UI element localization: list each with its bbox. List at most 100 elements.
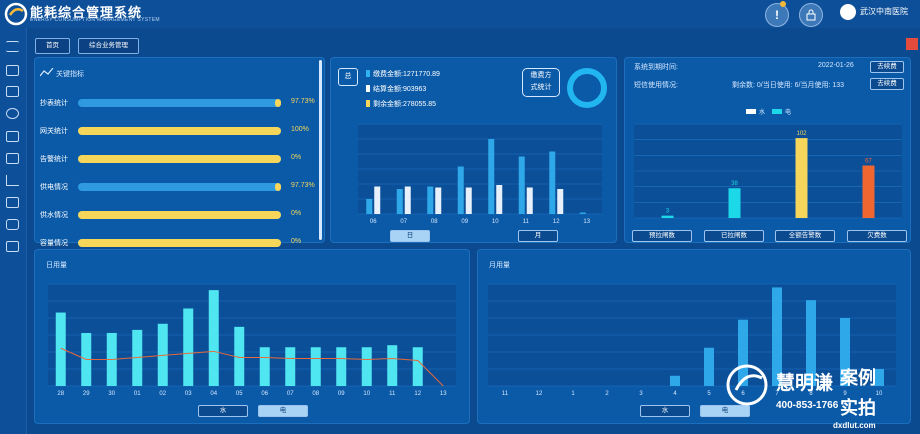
daily-bar bbox=[132, 329, 143, 386]
x-tick-label: 30 bbox=[108, 391, 115, 397]
watermark-site: dxdlut.com bbox=[833, 421, 876, 430]
kpi-label: 容量情况 bbox=[40, 240, 68, 247]
x-tick-label: 07 bbox=[400, 219, 407, 225]
kpi-progress-fill bbox=[78, 239, 281, 247]
x-tick-label: 09 bbox=[461, 219, 468, 225]
x-tick-label: 8 bbox=[809, 391, 813, 397]
x-tick-label: 13 bbox=[440, 391, 447, 397]
kpi-progress-bar bbox=[78, 239, 281, 247]
full-alarm-button[interactable]: 全额告警数 bbox=[775, 230, 835, 242]
x-tick-label: 11 bbox=[502, 391, 509, 397]
legend-water-label: 水 bbox=[759, 108, 765, 116]
bar-paid bbox=[549, 151, 556, 214]
kpi-progress-bar bbox=[78, 127, 281, 135]
kpi-value: 0% bbox=[291, 154, 302, 161]
x-tick-label: 13 bbox=[583, 219, 590, 225]
paid-amount: 缴费金额:1271770.89 bbox=[366, 69, 440, 79]
tab-month[interactable]: 月 bbox=[518, 230, 558, 242]
payment-method-label[interactable]: 缴费方 式统计 bbox=[522, 68, 560, 97]
close-icon[interactable] bbox=[906, 38, 918, 50]
watermark-tag-1: 案例 bbox=[840, 368, 876, 388]
alert-icon[interactable]: ! bbox=[765, 3, 789, 27]
sms-bar-chart: 水 电 3 38 102 67 bbox=[634, 108, 902, 219]
lock-icon[interactable] bbox=[799, 3, 823, 27]
kpi-value: 97.73% bbox=[291, 98, 315, 105]
avatar[interactable] bbox=[840, 4, 856, 20]
yen-icon[interactable] bbox=[6, 108, 19, 119]
kpi-value: 0% bbox=[291, 238, 302, 245]
bar-2 bbox=[795, 138, 808, 218]
monitor-icon[interactable] bbox=[6, 131, 19, 142]
payment-donut bbox=[567, 68, 607, 108]
x-tick-label: 7 bbox=[775, 391, 779, 397]
grid-icon[interactable] bbox=[6, 219, 19, 230]
kpi-scrollbar[interactable] bbox=[319, 60, 322, 240]
watermark-tag-2: 实拍 bbox=[840, 398, 876, 418]
app-title: 能耗综合管理系统 bbox=[30, 5, 143, 20]
user-name[interactable]: 武汉中南医院 bbox=[860, 7, 908, 16]
tripped-button[interactable]: 已拉闸数 bbox=[704, 230, 764, 242]
data-label: 67 bbox=[865, 159, 872, 165]
image-icon[interactable] bbox=[6, 241, 19, 252]
daily-bar bbox=[336, 347, 347, 386]
trend-line bbox=[60, 347, 444, 387]
x-tick-label: 29 bbox=[83, 391, 90, 397]
monthly-bar bbox=[772, 287, 782, 386]
monthly-electric-toggle[interactable]: 电 bbox=[700, 405, 750, 417]
x-tick-label: 06 bbox=[370, 219, 377, 225]
bar-settled bbox=[374, 186, 381, 214]
kpi-progress-bar bbox=[78, 211, 281, 219]
daily-electric-toggle[interactable]: 电 bbox=[258, 405, 308, 417]
kpi-value: 97.73% bbox=[291, 182, 315, 189]
expire-date: 2022-01-26 bbox=[818, 62, 854, 69]
renew-button-1[interactable]: 去续费 bbox=[870, 61, 904, 73]
breadcrumb-business[interactable]: 综合业务管理 bbox=[78, 38, 139, 54]
pre-trip-button[interactable]: 预拉闸数 bbox=[632, 230, 692, 242]
kpi-progress-fill bbox=[78, 127, 281, 135]
x-tick-label: 12 bbox=[414, 391, 421, 397]
remain-amount: 剩余金额:278055.85 bbox=[366, 99, 436, 109]
box-icon[interactable] bbox=[6, 86, 19, 97]
kpi-progress-bar bbox=[78, 99, 281, 107]
x-tick-label: 28 bbox=[57, 391, 64, 397]
legend-water-swatch bbox=[746, 109, 756, 114]
data-label: 3 bbox=[666, 209, 670, 215]
bar-paid bbox=[366, 199, 373, 214]
kpi-progress-fill bbox=[78, 211, 281, 219]
app-subtitle: ENERGY CONSUMPTION MANAGEMENT SYSTEM bbox=[30, 17, 160, 23]
monthly-bar bbox=[738, 319, 748, 386]
kpi-label: 告警统计 bbox=[40, 156, 68, 163]
report-icon[interactable] bbox=[6, 197, 19, 208]
daily-bar bbox=[208, 290, 219, 386]
breadcrumb-home[interactable]: 首页 bbox=[35, 38, 70, 54]
data-label: 102 bbox=[796, 131, 807, 137]
monthly-water-toggle[interactable]: 水 bbox=[640, 405, 690, 417]
x-tick-label: 04 bbox=[210, 391, 217, 397]
line-chart-icon[interactable] bbox=[6, 175, 19, 186]
renew-button-2[interactable]: 去续费 bbox=[870, 78, 904, 90]
tab-day[interactable]: 日 bbox=[390, 230, 430, 242]
daily-water-toggle[interactable]: 水 bbox=[198, 405, 248, 417]
bar-settled bbox=[404, 186, 411, 214]
fee-bar-chart: 06 07 08 09 10 11 12 13 bbox=[358, 123, 602, 225]
expire-label: 系统到期时间: bbox=[634, 64, 678, 71]
monthly-bar-chart: 11 12 1 2 3 4 5 6 7 8 9 10 bbox=[488, 283, 896, 397]
bar-paid bbox=[427, 186, 434, 214]
x-tick-label: 11 bbox=[389, 391, 396, 397]
bar-3 bbox=[862, 165, 875, 218]
watermark-brand: 慧明谦 bbox=[776, 373, 834, 394]
kpi-progress-fill bbox=[78, 155, 281, 163]
kpi-progress-bar bbox=[78, 183, 281, 191]
x-tick-label: 6 bbox=[741, 391, 745, 397]
daily-bar-chart: 28 29 30 01 02 03 04 05 06 07 08 09 10 11 12 13 bbox=[48, 283, 456, 397]
bar-1 bbox=[728, 188, 741, 218]
legend-electric-swatch bbox=[772, 109, 782, 114]
menu-icon[interactable] bbox=[6, 41, 19, 52]
bar-paid bbox=[488, 139, 495, 214]
download-icon[interactable] bbox=[6, 153, 19, 164]
arrears-button[interactable]: 欠费数 bbox=[847, 230, 907, 242]
meter-icon[interactable] bbox=[6, 65, 19, 76]
daily-bar bbox=[285, 347, 296, 386]
data-label: 38 bbox=[731, 181, 738, 187]
x-tick-label: 03 bbox=[185, 391, 192, 397]
